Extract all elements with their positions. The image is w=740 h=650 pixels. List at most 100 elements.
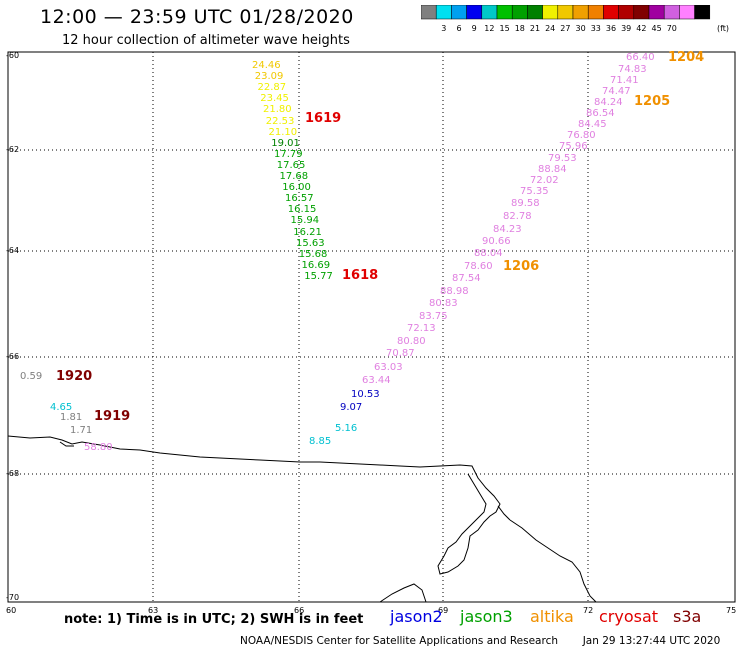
wave-height-value: 83.75 <box>419 311 448 322</box>
timestamp: Jan 29 13:27:44 UTC 2020 <box>582 635 721 647</box>
wave-height-value: 78.60 <box>464 261 493 272</box>
legend-label: 6 <box>456 24 461 33</box>
x-label: 72 <box>583 606 594 615</box>
wave-height-value: 22.53 <box>265 115 295 127</box>
wave-height-value: 17.65 <box>276 159 306 171</box>
map-title: 12:00 — 23:59 UTC 01/28/2020 <box>40 6 354 28</box>
y-label: -60 <box>6 51 20 60</box>
wave-height-value: 74.47 <box>602 86 631 97</box>
wave-height-value: 17.79 <box>274 148 303 160</box>
wave-height-value: 16.57 <box>285 193 314 205</box>
wave-height-value: 75.35 <box>520 186 549 197</box>
legend-label: 12 <box>484 24 494 33</box>
wave-height-value: 0.59 <box>20 371 43 382</box>
wave-height-value: 23.45 <box>260 93 289 105</box>
wave-height-value: 63.44 <box>362 375 391 386</box>
wave-height-value: 22.87 <box>257 82 287 94</box>
wave-height-value: 86.54 <box>586 108 615 119</box>
legend-label: 36 <box>606 24 616 33</box>
map-subtitle: 12 hour collection of altimeter wave hei… <box>62 33 350 48</box>
wave-height-value: 16.00 <box>282 182 311 194</box>
wave-height-value: 88.04 <box>474 248 503 259</box>
legend-label: 21 <box>530 24 540 33</box>
wave-height-value: 80.83 <box>429 298 458 309</box>
wave-height-value: 5.16 <box>335 423 358 434</box>
pass-label: 1206 <box>503 259 540 274</box>
grid-lines <box>8 52 735 602</box>
pass-label: 1919 <box>94 409 131 424</box>
y-label: -64 <box>6 246 20 255</box>
wave-height-value: 87.54 <box>452 273 481 284</box>
legend-label: 15 <box>500 24 510 33</box>
legend-label: 18 <box>515 24 525 33</box>
wave-height-value: 10.53 <box>351 389 380 400</box>
satellite-name: s3a <box>673 607 702 626</box>
footer-credit: NOAA/NESDIS Center for Satellite Applica… <box>240 635 720 647</box>
wave-height-value: 72.02 <box>530 175 559 186</box>
wave-height-value: 88.84 <box>538 164 567 175</box>
wave-height-value: 16.21 <box>293 226 322 238</box>
pass-label: 1618 <box>342 268 379 283</box>
wave-height-value: 15.68 <box>298 248 328 260</box>
satellite-name: jason3 <box>460 607 513 626</box>
legend-label: 42 <box>636 24 646 33</box>
legend-label: 39 <box>621 24 631 33</box>
legend-label: 45 <box>652 24 662 33</box>
y-label: -68 <box>6 469 20 478</box>
y-label: -70 <box>6 593 20 602</box>
legend-label: 33 <box>591 24 601 33</box>
credit-text: NOAA/NESDIS Center for Satellite Applica… <box>240 635 558 647</box>
pass-label: 1204 <box>668 50 705 65</box>
wave-height-value: 66.40 <box>626 52 655 63</box>
map-frame <box>7 51 736 603</box>
wave-height-value: 74.83 <box>618 64 647 75</box>
coastline <box>7 435 597 603</box>
wave-height-value: 82.78 <box>503 211 532 222</box>
wave-height-value: 84.45 <box>578 119 607 130</box>
legend-swatch <box>694 5 711 20</box>
legend-label: 24 <box>545 24 555 33</box>
wave-height-value: 21.10 <box>268 126 298 138</box>
pass-label: 1205 <box>634 94 671 109</box>
wave-height-value: 72.13 <box>407 323 436 334</box>
satellite-name: cryosat <box>599 607 659 626</box>
wave-height-value: 8.85 <box>309 436 332 447</box>
wave-height-value: 76.80 <box>567 130 596 141</box>
legend-unit: (ft) <box>717 24 729 33</box>
wave-height-value: 79.53 <box>548 153 577 164</box>
wave-height-value: 80.80 <box>397 336 426 347</box>
wave-height-value: 58.80 <box>84 442 113 453</box>
wave-height-value: 24.46 <box>252 60 281 71</box>
wave-height-value: 1.81 <box>60 412 83 423</box>
wave-height-value: 16.69 <box>301 259 331 271</box>
y-label: -62 <box>6 145 20 154</box>
legend-label: 30 <box>576 24 586 33</box>
wave-height-value: 84.24 <box>594 97 623 108</box>
wave-height-value: 63.03 <box>374 362 403 373</box>
pass-label: 1619 <box>305 111 342 126</box>
wave-height-value: 15.63 <box>296 237 325 249</box>
wave-height-value: 17.68 <box>279 171 309 182</box>
wave-height-value: 9.07 <box>340 402 363 413</box>
wave-height-value: 23.09 <box>254 71 284 83</box>
wave-height-value: 1.71 <box>70 425 93 436</box>
wave-height-value: 21.80 <box>263 104 292 116</box>
wave-height-value: 15.77 <box>304 270 333 282</box>
legend-label: 3 <box>441 24 446 33</box>
satellite-name: jason2 <box>390 607 443 626</box>
wave-height-value: 70.87 <box>386 348 415 359</box>
footer-note: note: 1) Time is in UTC; 2) SWH is in fe… <box>64 612 364 627</box>
wave-height-value: 84.23 <box>493 224 522 235</box>
wave-height-value: 88.98 <box>440 286 469 297</box>
x-label: 63 <box>148 606 159 615</box>
pass-label: 1920 <box>56 369 93 384</box>
legend-label: 70 <box>667 24 677 33</box>
wave-height-value: 75.96 <box>559 141 588 152</box>
wave-height-value: 71.41 <box>610 75 639 86</box>
x-label: 60 <box>6 606 17 615</box>
color-legend: 3 6 9 12 15 18 21 24 27 30 33 36 39 42 45 70 (ft) <box>421 5 729 33</box>
x-label: 75 <box>726 606 737 615</box>
y-label: -66 <box>6 352 20 361</box>
wave-height-value: 15.94 <box>290 215 320 227</box>
